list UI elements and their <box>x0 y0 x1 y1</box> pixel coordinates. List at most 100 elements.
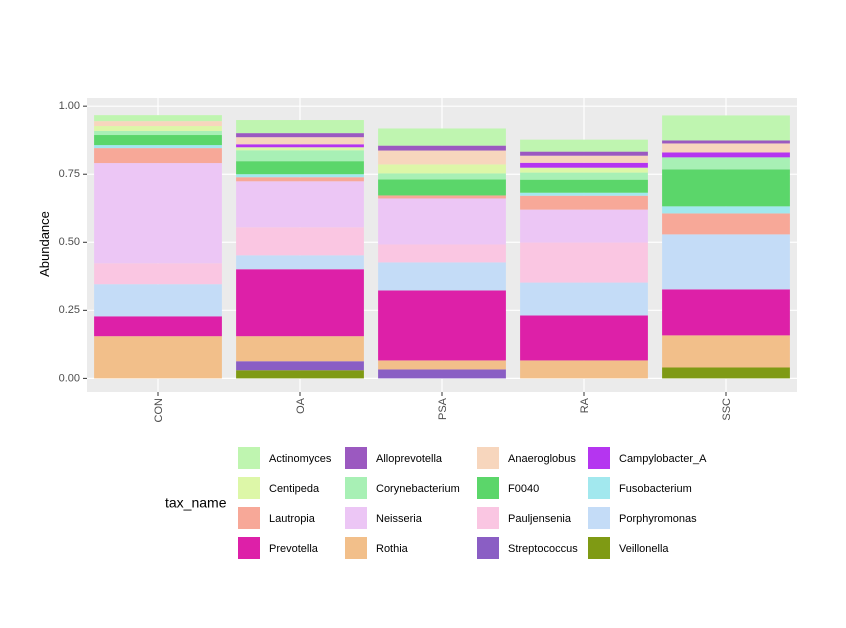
bar-segment <box>94 145 222 149</box>
bar-segment <box>94 148 222 164</box>
bar-segment <box>662 152 790 158</box>
legend-key <box>477 507 499 529</box>
bar-segment <box>236 144 364 148</box>
bar-segment <box>236 370 364 379</box>
bar-segment <box>662 335 790 368</box>
bar-segment <box>94 316 222 337</box>
bar-segment <box>94 284 222 317</box>
bar-segment <box>378 145 506 151</box>
bar-segment <box>378 195 506 199</box>
bar-segment <box>236 147 364 151</box>
bar-segment <box>662 169 790 207</box>
legend-key <box>477 477 499 499</box>
bar-segment <box>378 369 506 379</box>
bar-segment <box>520 360 648 379</box>
legend-key <box>477 447 499 469</box>
y-tick-label: 1.00 <box>59 100 80 112</box>
bar-segment <box>520 151 648 156</box>
y-tick-label: 0.25 <box>59 304 80 316</box>
legend-label: Porphyromonas <box>619 513 697 525</box>
bar-segment <box>662 143 790 153</box>
bar-segment <box>520 282 648 316</box>
bar-segment <box>94 163 222 264</box>
bar-segment <box>378 360 506 370</box>
legend-key <box>477 537 499 559</box>
legend-label: Pauljensenia <box>508 513 572 525</box>
x-tick-label: CON <box>153 398 165 423</box>
bar-segment <box>520 209 648 243</box>
bar-segment <box>236 174 364 178</box>
legend-label: Alloprevotella <box>376 453 443 465</box>
x-tick-label: SSC <box>721 398 733 421</box>
bar-segment <box>520 167 648 173</box>
legend-key <box>588 477 610 499</box>
bar-segment <box>236 177 364 182</box>
legend-key <box>345 447 367 469</box>
bar-segment <box>662 140 790 144</box>
bar-segment <box>520 155 648 163</box>
bar-segment <box>662 289 790 336</box>
legend-key <box>345 537 367 559</box>
legend-key <box>345 477 367 499</box>
bar-segment <box>378 128 506 146</box>
bar-segment <box>378 173 506 180</box>
bar-segment <box>236 161 364 175</box>
y-tick-label: 0.00 <box>59 372 80 384</box>
bar-segment <box>520 242 648 283</box>
bar-segment <box>378 198 506 245</box>
bar-segment <box>662 157 790 170</box>
bar-segment <box>236 181 364 228</box>
bar-segment <box>236 137 364 145</box>
bar-segment <box>236 227 364 256</box>
legend-label: Anaeroglobus <box>508 453 576 465</box>
legend-label: Neisseria <box>376 513 423 525</box>
bar-segment <box>662 206 790 214</box>
x-tick-label: PSA <box>437 397 449 420</box>
y-tick-label: 0.50 <box>59 236 80 248</box>
bar-segment <box>520 179 648 193</box>
legend-key <box>238 507 260 529</box>
legend-key <box>238 477 260 499</box>
legend-key <box>238 447 260 469</box>
legend-label: Campylobacter_A <box>619 453 707 465</box>
bar-segment <box>662 367 790 379</box>
x-tick-label: RA <box>579 397 591 413</box>
legend-label: Veillonella <box>619 543 669 555</box>
legend-key <box>588 537 610 559</box>
bar-segment <box>662 115 790 141</box>
bar-segment <box>94 135 222 146</box>
legend-label: Actinomyces <box>269 453 332 465</box>
bar-segment <box>662 234 790 290</box>
legend-label: Centipeda <box>269 483 320 495</box>
legend-key <box>588 447 610 469</box>
legend-title: tax_name <box>165 495 227 511</box>
legend-key <box>238 537 260 559</box>
bar-segment <box>520 195 648 210</box>
bar-segment <box>378 164 506 174</box>
bar-segment <box>378 150 506 165</box>
bar-segment <box>94 130 222 136</box>
bar-segment <box>236 255 364 270</box>
bar-segment <box>520 192 648 196</box>
bar-segment <box>520 139 648 152</box>
legend-label: Corynebacterium <box>376 483 460 495</box>
legend-label: Fusobacterium <box>619 483 692 495</box>
bar-segment <box>236 150 364 162</box>
legend-key <box>345 507 367 529</box>
x-tick-label: OA <box>295 397 307 414</box>
bar-segment <box>236 120 364 134</box>
legend-label: Lautropia <box>269 513 316 525</box>
bar-segment <box>378 244 506 263</box>
bar-segment <box>520 315 648 361</box>
bar-segment <box>378 262 506 291</box>
bar-segment <box>94 126 222 131</box>
bar-segment <box>94 336 222 379</box>
bar-segment <box>236 133 364 138</box>
bar-segment <box>236 336 364 362</box>
legend-key <box>588 507 610 529</box>
legend-label: Prevotella <box>269 543 319 555</box>
bar-segment <box>94 115 222 122</box>
bar-segment <box>520 162 648 168</box>
